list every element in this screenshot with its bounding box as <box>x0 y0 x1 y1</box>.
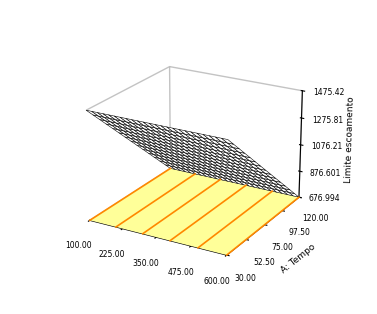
Y-axis label: A: Tempo: A: Tempo <box>279 242 317 275</box>
